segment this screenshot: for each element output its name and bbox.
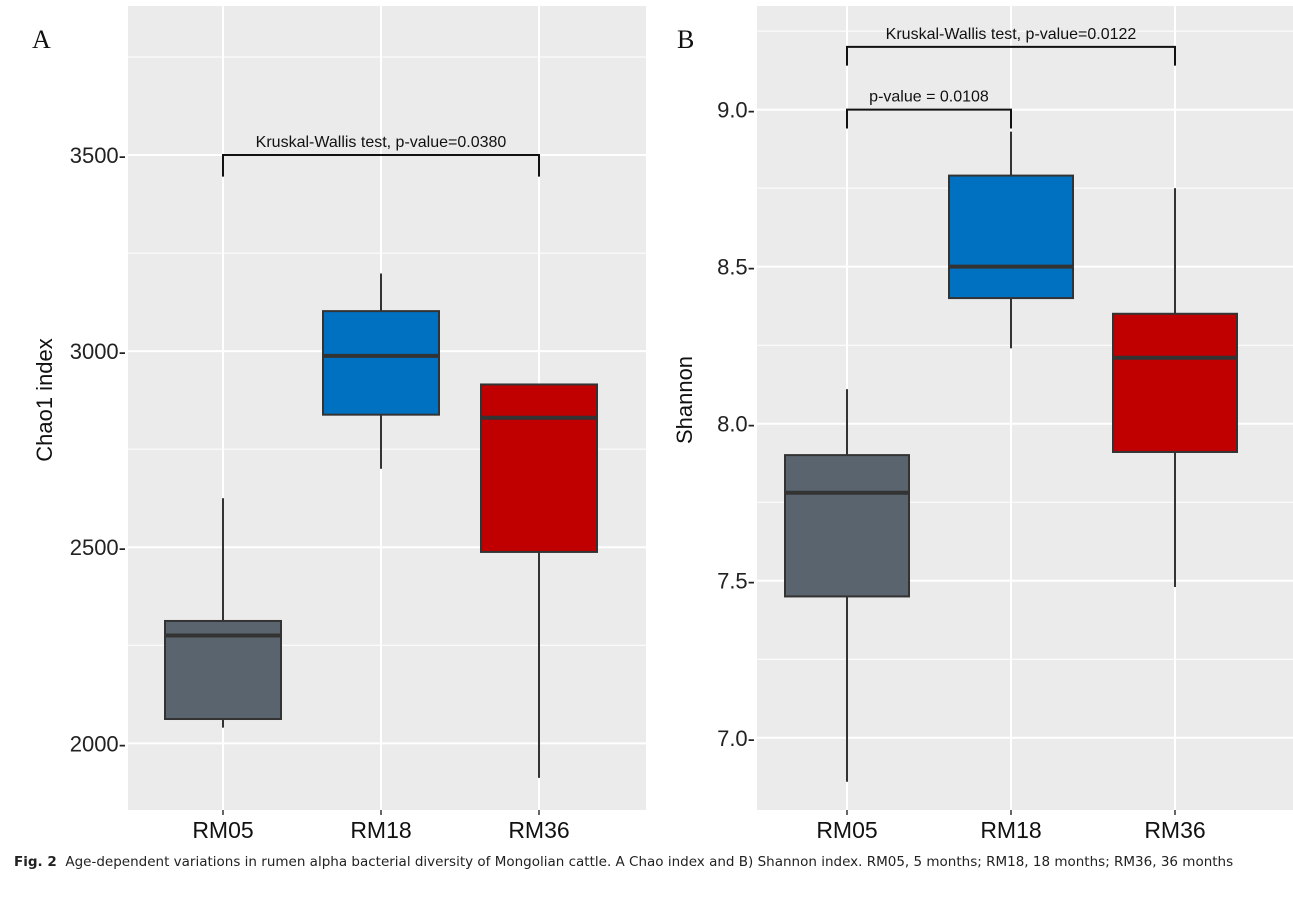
significance-label: p-value = 0.0108 <box>869 89 989 106</box>
significance-label: Kruskal-Wallis test, p-value=0.0380 <box>256 134 507 151</box>
y-axis-title: Chao1 index <box>32 338 57 462</box>
y-tick-label: 2500- <box>70 535 126 560</box>
significance-bracket <box>222 154 540 177</box>
y-tick-label: 8.5- <box>717 255 755 280</box>
caption-label: Fig. 2 <box>14 854 57 870</box>
x-tick-label: RM05 <box>816 817 877 843</box>
y-tick-label: 3500- <box>70 143 126 168</box>
panel-a-chao1: 2000- 2500- 3000- 3500- Kruskal-Wallis test,… <box>32 6 646 843</box>
box-RM36 <box>1112 312 1238 453</box>
y-axis-title: Shannon <box>672 356 697 444</box>
significance-bracket <box>846 45 1176 66</box>
caption-text: Age-dependent variations in rumen alpha … <box>65 854 1234 870</box>
box-RM05 <box>784 454 910 598</box>
box-RM18 <box>948 174 1074 300</box>
box-RM36 <box>480 383 598 553</box>
x-tick-label: RM18 <box>980 817 1041 843</box>
x-tick-label: RM18 <box>350 817 411 843</box>
x-tick-label: RM05 <box>192 817 253 843</box>
y-tick-label: 7.0- <box>717 726 755 751</box>
y-tick-label: 2000- <box>70 731 126 756</box>
x-tick-label: RM36 <box>1144 817 1205 843</box>
panel-letter: B <box>677 25 694 54</box>
panel-b-shannon: 7.0- 7.5- 8.0- 8.5- 9.0- Kruskal-Wallis test,… <box>672 6 1293 843</box>
y-tick-label: 3000- <box>70 339 126 364</box>
x-tick-label: RM36 <box>508 817 569 843</box>
figure-caption: Fig. 2 Age-dependent variations in rumen… <box>14 852 1276 872</box>
y-tick-label: 8.0- <box>717 412 755 437</box>
y-tick-label: 7.5- <box>717 569 755 594</box>
y-tick-label: 9.0- <box>717 98 755 123</box>
panel-letter: A <box>32 25 51 54</box>
box-RM18 <box>322 310 440 416</box>
significance-bracket <box>846 108 1012 129</box>
significance-label: Kruskal-Wallis test, p-value=0.0122 <box>886 26 1137 43</box>
